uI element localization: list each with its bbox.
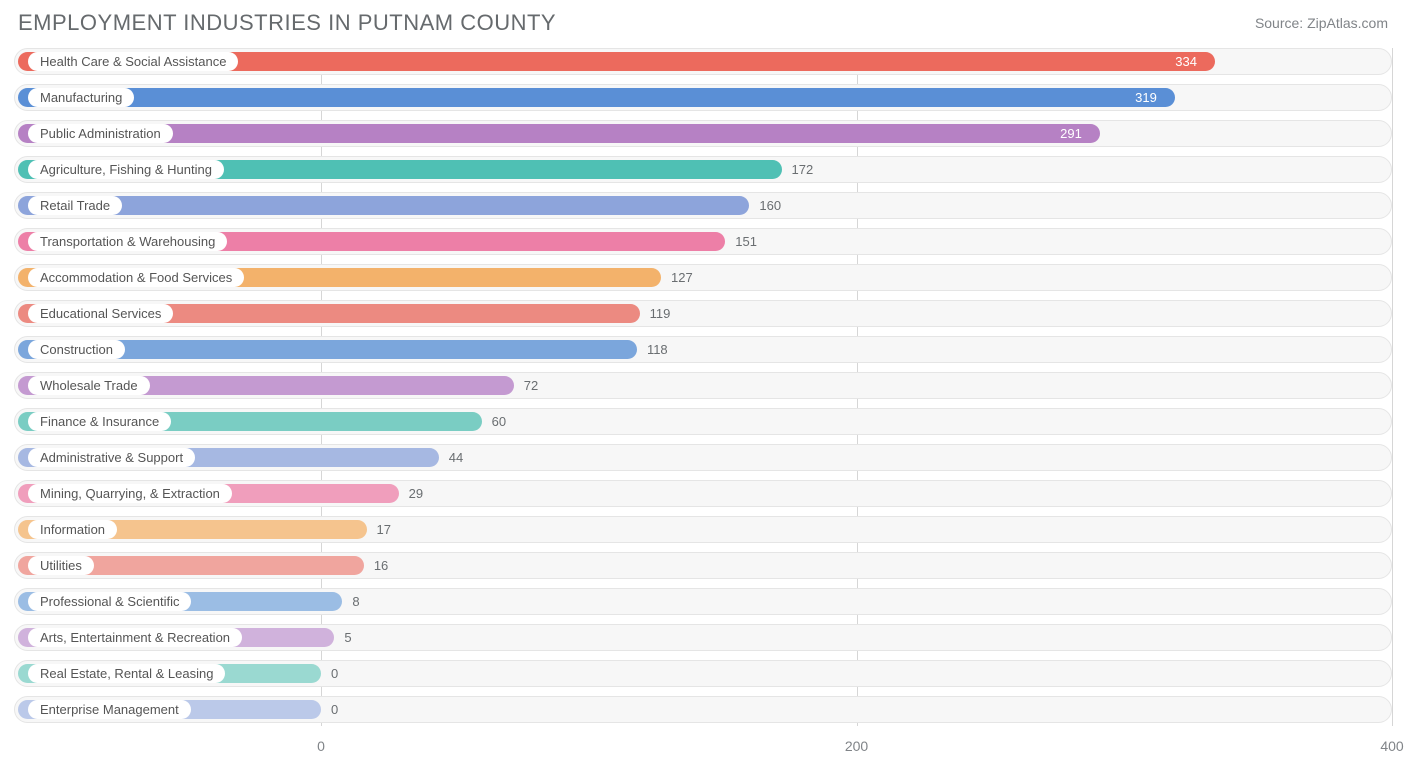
category-pill: Manufacturing [28,88,134,107]
category-pill: Administrative & Support [28,448,195,467]
chart-rows: Health Care & Social Assistance 334 Manufa… [14,48,1392,723]
category-pill: Construction [28,340,125,359]
category-pill: Public Administration [28,124,173,143]
bar-row: Arts, Entertainment & Recreation 5 [14,624,1392,651]
bar-row: Administrative & Support 44 [14,444,1392,471]
x-axis-tick-label: 0 [317,738,325,754]
category-pill: Arts, Entertainment & Recreation [28,628,242,647]
bar-row: Utilities 16 [14,552,1392,579]
value-label: 334 [1175,48,1197,75]
bar-row: Enterprise Management 0 [14,696,1392,723]
bar-fill [18,88,1175,107]
value-label: 127 [671,264,693,291]
bar-row: Retail Trade 160 [14,192,1392,219]
value-label: 119 [650,300,671,327]
bar-row: Agriculture, Fishing & Hunting 172 [14,156,1392,183]
bar-row: Construction 118 [14,336,1392,363]
category-pill: Educational Services [28,304,173,323]
value-label: 160 [759,192,781,219]
bar-fill [18,124,1100,143]
value-label: 8 [352,588,359,615]
bar-row: Professional & Scientific 8 [14,588,1392,615]
x-axis-tick-label: 200 [845,738,868,754]
grid-line [1392,48,1393,726]
category-pill: Retail Trade [28,196,122,215]
category-pill: Agriculture, Fishing & Hunting [28,160,224,179]
category-pill: Wholesale Trade [28,376,150,395]
category-pill: Accommodation & Food Services [28,268,244,287]
value-label: 118 [647,336,668,363]
value-label: 16 [374,552,388,579]
bar-row: Wholesale Trade 72 [14,372,1392,399]
value-label: 5 [344,624,351,651]
bar-row: Finance & Insurance 60 [14,408,1392,435]
value-label: 60 [492,408,506,435]
chart-header: EMPLOYMENT INDUSTRIES IN PUTNAM COUNTY S… [0,0,1406,40]
category-pill: Enterprise Management [28,700,191,719]
category-pill: Real Estate, Rental & Leasing [28,664,225,683]
value-label: 44 [449,444,463,471]
value-label: 72 [524,372,538,399]
x-axis-tick-label: 400 [1380,738,1403,754]
category-pill: Transportation & Warehousing [28,232,227,251]
category-pill: Information [28,520,117,539]
bar-row: Manufacturing 319 [14,84,1392,111]
value-label: 29 [409,480,423,507]
bar-row: Mining, Quarrying, & Extraction 29 [14,480,1392,507]
chart-source: Source: ZipAtlas.com [1255,15,1388,31]
chart-area: Health Care & Social Assistance 334 Manufa… [14,48,1392,760]
value-label: 0 [331,660,338,687]
category-pill: Health Care & Social Assistance [28,52,238,71]
bar-row: Information 17 [14,516,1392,543]
value-label: 319 [1135,84,1157,111]
category-pill: Mining, Quarrying, & Extraction [28,484,232,503]
bar-row: Real Estate, Rental & Leasing 0 [14,660,1392,687]
bar-row: Transportation & Warehousing 151 [14,228,1392,255]
bar-row: Educational Services 119 [14,300,1392,327]
bar-row: Public Administration 291 [14,120,1392,147]
value-label: 17 [377,516,391,543]
category-pill: Finance & Insurance [28,412,171,431]
bar-row: Accommodation & Food Services 127 [14,264,1392,291]
category-pill: Utilities [28,556,94,575]
category-pill: Professional & Scientific [28,592,191,611]
chart-title: EMPLOYMENT INDUSTRIES IN PUTNAM COUNTY [18,10,556,36]
value-label: 172 [792,156,814,183]
bar-row: Health Care & Social Assistance 334 [14,48,1392,75]
x-axis: 0200400 [14,732,1392,760]
value-label: 291 [1060,120,1082,147]
value-label: 151 [735,228,757,255]
bar-fill [18,196,749,215]
value-label: 0 [331,696,338,723]
